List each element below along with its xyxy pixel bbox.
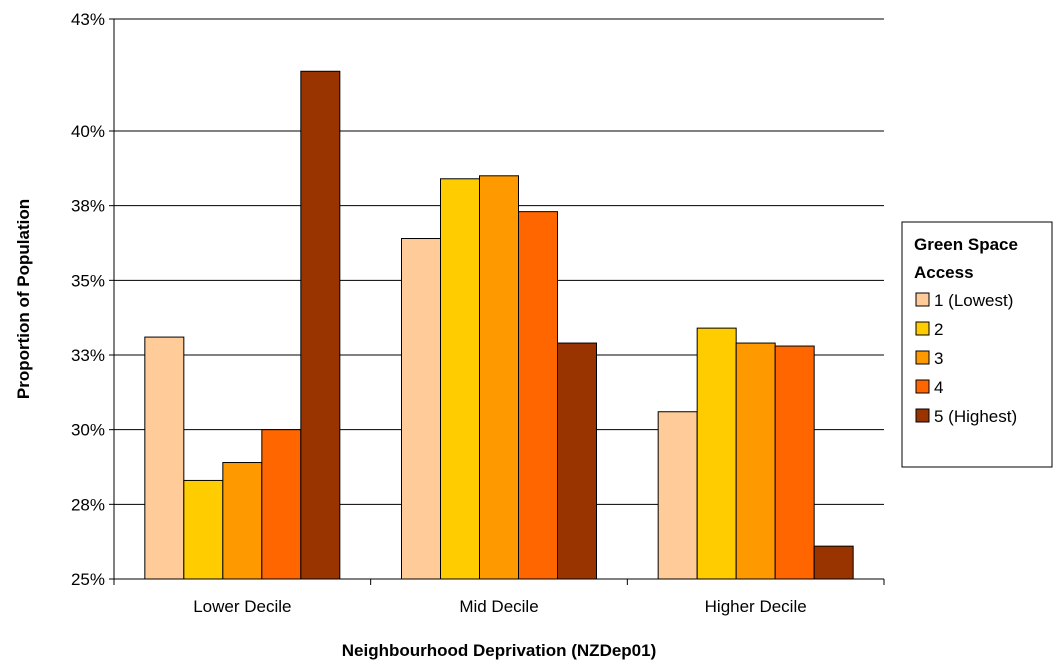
legend: Green Space Access 1 (Lowest) 2 3 4 5 (Highe… [901,221,1053,468]
axes [113,19,884,580]
bar-higher-decile-series-4 [774,345,815,580]
legend-box [901,221,1053,468]
x-tick-label: Higher Decile [705,597,807,616]
bar-mid-decile-series-2 [440,178,480,580]
bar-mid-decile-series-3 [479,175,519,580]
y-tick-label: 33% [71,346,105,365]
legend-swatch [915,379,930,394]
x-ticks: Lower Decile Mid Decile Higher Decile [113,579,885,616]
bars [144,70,854,580]
bar-higher-decile-series-1 [657,411,698,580]
x-tick-label: Lower Decile [193,597,291,616]
legend-swatch [915,408,930,423]
bar-higher-decile-series-2 [696,327,737,580]
bar-higher-decile-series-3 [735,342,776,580]
y-tick-label: 38% [71,197,105,216]
bar-mid-decile-series-4 [518,211,558,580]
legend-swatch [915,350,930,365]
legend-label: 2 [934,320,943,339]
bar-mid-decile-series-5 [557,342,597,580]
legend-label: 4 [934,378,943,397]
bar-lower-decile-series-2 [183,479,224,580]
y-tick-label: 28% [71,495,105,514]
bar-lower-decile-series-4 [261,429,302,580]
legend-label: 5 (Highest) [934,407,1017,426]
bar-mid-decile-series-1 [401,238,441,580]
y-ticks: 25% 28% 30% 33% 35% 38% 40% 43% [71,10,114,589]
legend-title-line-2: Access [914,263,974,282]
legend-label: 1 (Lowest) [934,291,1013,310]
legend-label: 3 [934,349,943,368]
x-axis-title: Neighbourhood Deprivation (NZDep01) [342,641,657,660]
y-tick-label: 35% [71,271,105,290]
bar-higher-decile-series-5 [813,545,854,580]
legend-swatch [915,292,930,307]
y-tick-label: 30% [71,421,105,440]
bar-lower-decile-series-3 [222,462,263,580]
y-tick-label: 40% [71,122,105,141]
legend-title-line-1: Green Space [914,235,1018,254]
y-tick-label: 43% [71,10,105,29]
y-tick-label: 25% [71,570,105,589]
x-tick-label: Mid Decile [459,597,538,616]
y-axis-title: Proportion of Population [14,199,33,399]
legend-items: 1 (Lowest) 2 3 4 5 (Highest) [915,291,1017,426]
legend-swatch [915,321,930,336]
bar-lower-decile-series-5 [300,70,341,580]
bar-lower-decile-series-1 [144,336,185,580]
